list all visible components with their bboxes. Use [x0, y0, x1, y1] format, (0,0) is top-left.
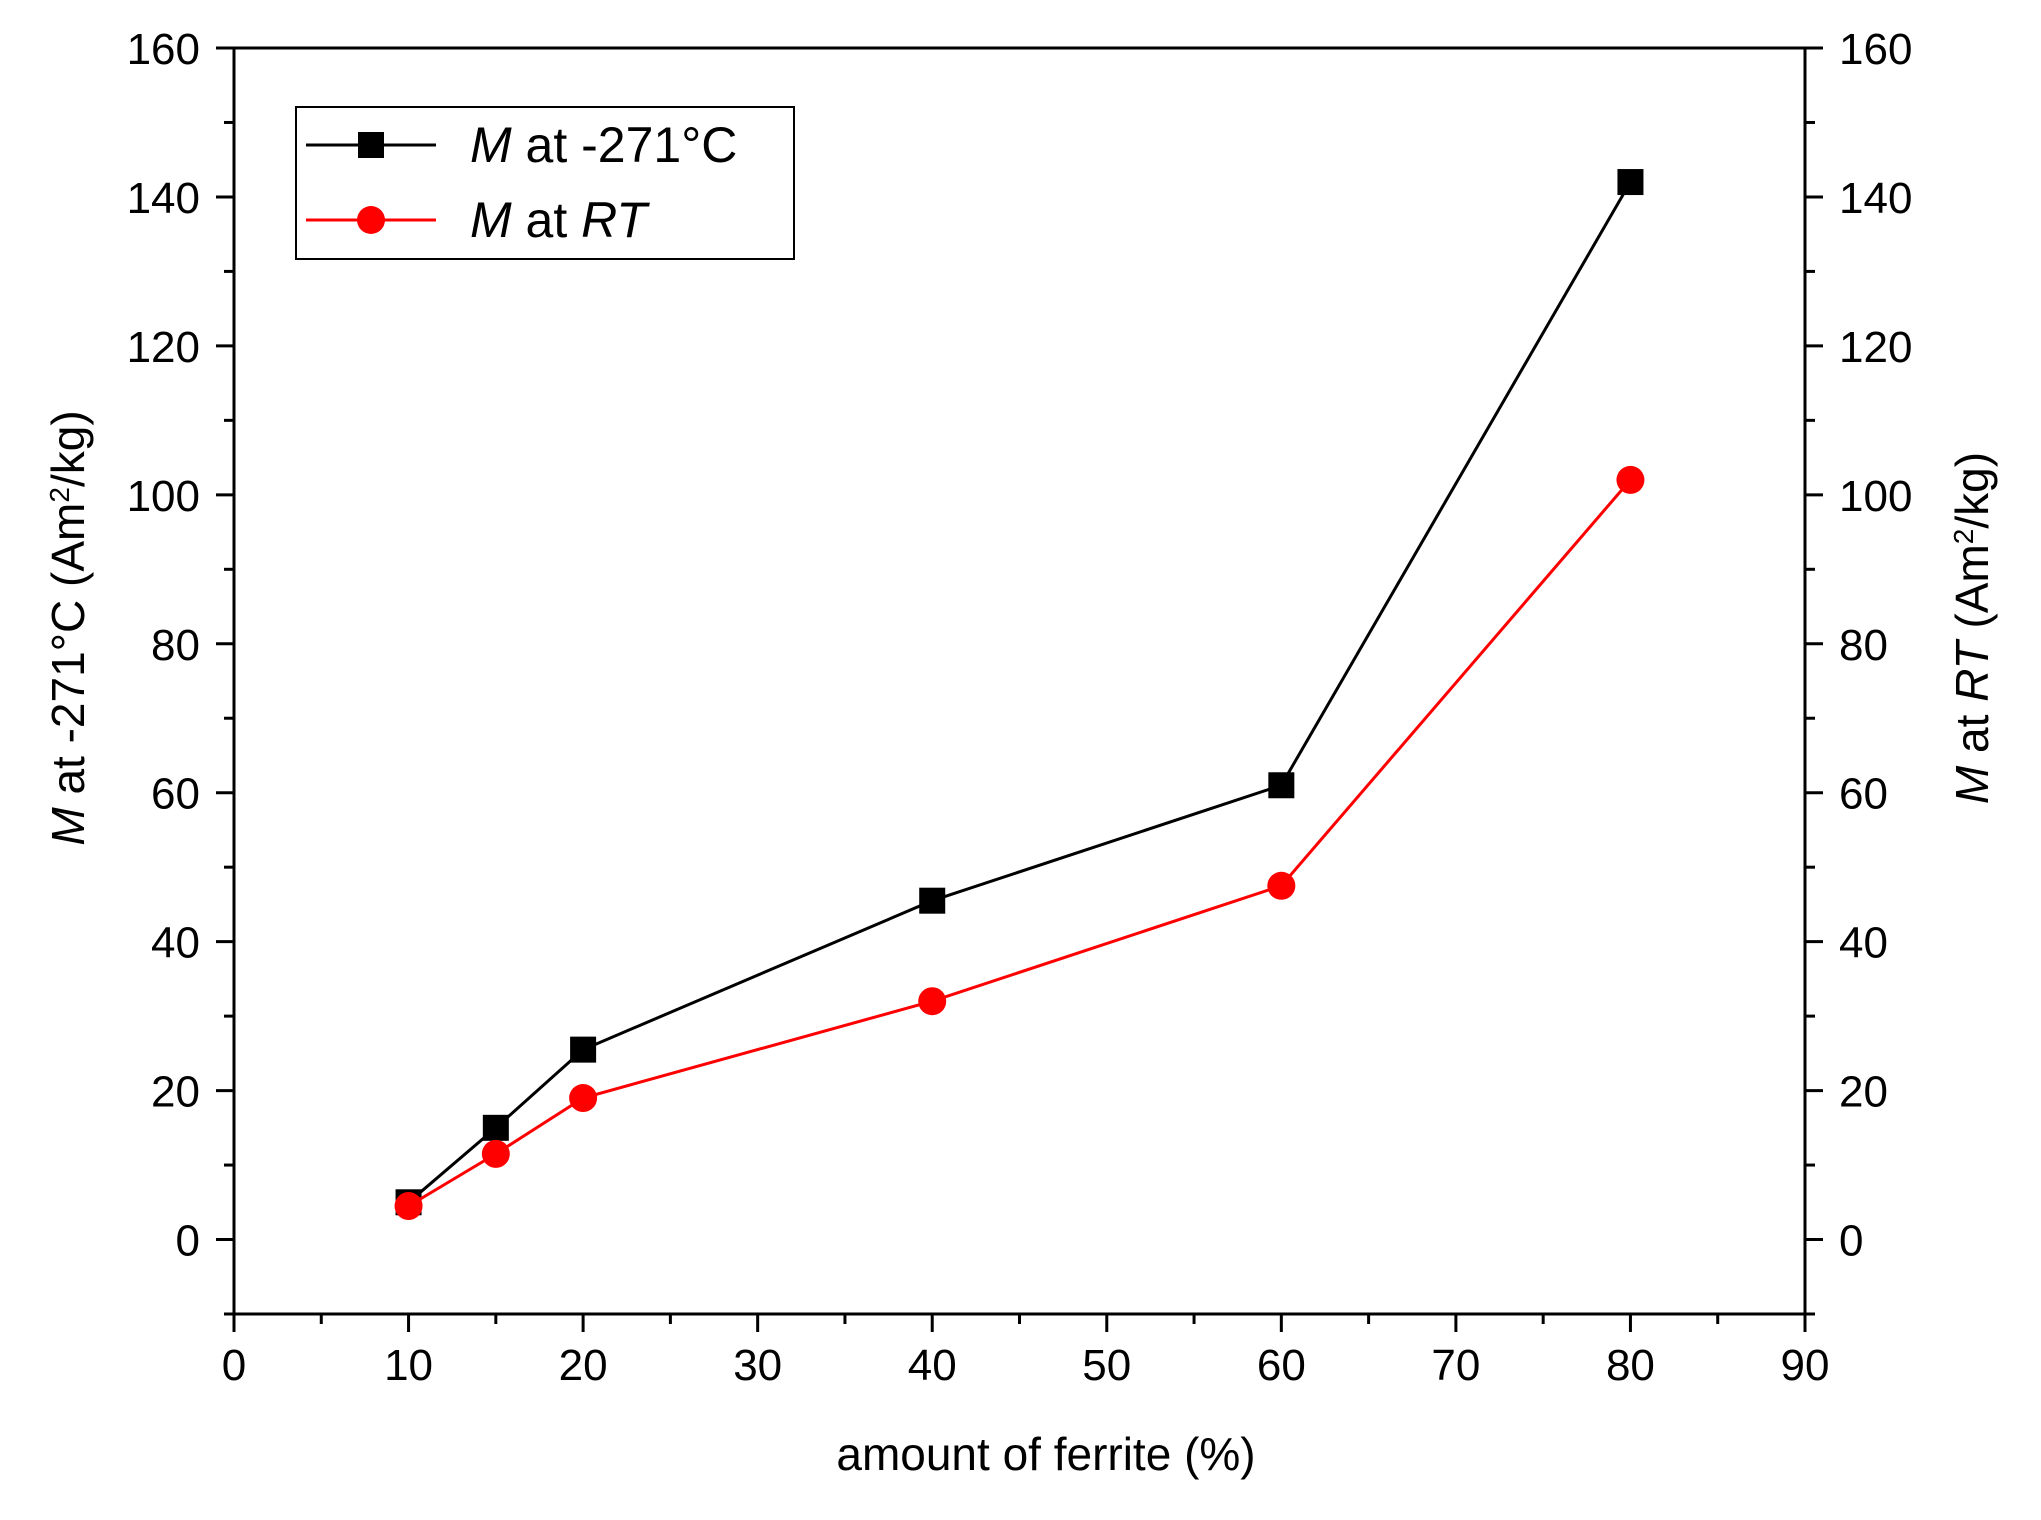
y-right-tick-label: 140: [1839, 174, 1912, 223]
legend-marker-series-1: [357, 206, 385, 234]
y-right-tick-label: 80: [1839, 621, 1888, 670]
x-tick-label: 80: [1606, 1341, 1655, 1390]
series-layer: [394, 169, 1645, 1221]
y-right-tick-label: 120: [1839, 323, 1912, 372]
y-left-tick-label: 120: [127, 323, 200, 372]
data-point-series-0: [1617, 169, 1644, 196]
series-line-0: [407, 181, 1632, 1204]
y-axis-title-left: M at -271°C (Am2/kg): [42, 410, 94, 845]
x-tick-label: 90: [1781, 1341, 1830, 1390]
data-point-series-1: [394, 1192, 423, 1221]
legend-label-series-1: M at RT: [470, 192, 650, 248]
data-point-series-0: [482, 1114, 509, 1141]
tick-labels: 0 10 20 30 40 50 60 70 80 90 0 0 20 20 40 40 60 60 80 80 100…: [127, 25, 1913, 1390]
y-left-tick-label: 40: [151, 919, 200, 968]
legend-label-series-0: M at -271°C: [470, 117, 737, 173]
legend-marker-series-0: [358, 132, 384, 158]
data-point-series-1: [918, 987, 947, 1016]
x-tick-label: 20: [559, 1341, 608, 1390]
y-left-tick-label: 60: [151, 770, 200, 819]
data-point-series-1: [1616, 465, 1645, 494]
data-point-series-0: [919, 887, 946, 914]
x-tick-label: 0: [222, 1341, 246, 1390]
data-point-series-1: [569, 1084, 598, 1113]
y-right-tick-label: 60: [1839, 770, 1888, 819]
data-point-series-1: [481, 1139, 510, 1168]
y-left-tick-label: 20: [151, 1068, 200, 1117]
data-point-series-1: [1267, 871, 1296, 900]
y-right-tick-label: 100: [1839, 472, 1912, 521]
x-tick-label: 50: [1082, 1341, 1131, 1390]
y-right-tick-label: 40: [1839, 919, 1888, 968]
x-tick-label: 10: [384, 1341, 433, 1390]
x-tick-label: 60: [1257, 1341, 1306, 1390]
x-tick-label: 30: [733, 1341, 782, 1390]
y-left-tick-label: 140: [127, 174, 200, 223]
y-right-tick-label: 160: [1839, 25, 1912, 74]
y-axis-title-right: M at RT (Am2/kg): [1946, 452, 1998, 804]
ticks: [216, 46, 1823, 1332]
x-tick-label: 70: [1431, 1341, 1480, 1390]
legend: M at -271°C M at RT: [295, 106, 795, 260]
x-axis-title: amount of ferrite (%): [836, 1428, 1255, 1480]
x-tick-label: 40: [908, 1341, 957, 1390]
y-left-tick-label: 160: [127, 25, 200, 74]
y-right-tick-label: 0: [1839, 1217, 1863, 1266]
data-point-series-0: [1268, 772, 1295, 799]
y-right-tick-label: 20: [1839, 1068, 1888, 1117]
series-line-1: [407, 478, 1632, 1208]
y-left-tick-label: 80: [151, 621, 200, 670]
data-point-series-0: [570, 1036, 597, 1063]
y-left-tick-label: 0: [176, 1217, 200, 1266]
y-left-tick-label: 100: [127, 472, 200, 521]
